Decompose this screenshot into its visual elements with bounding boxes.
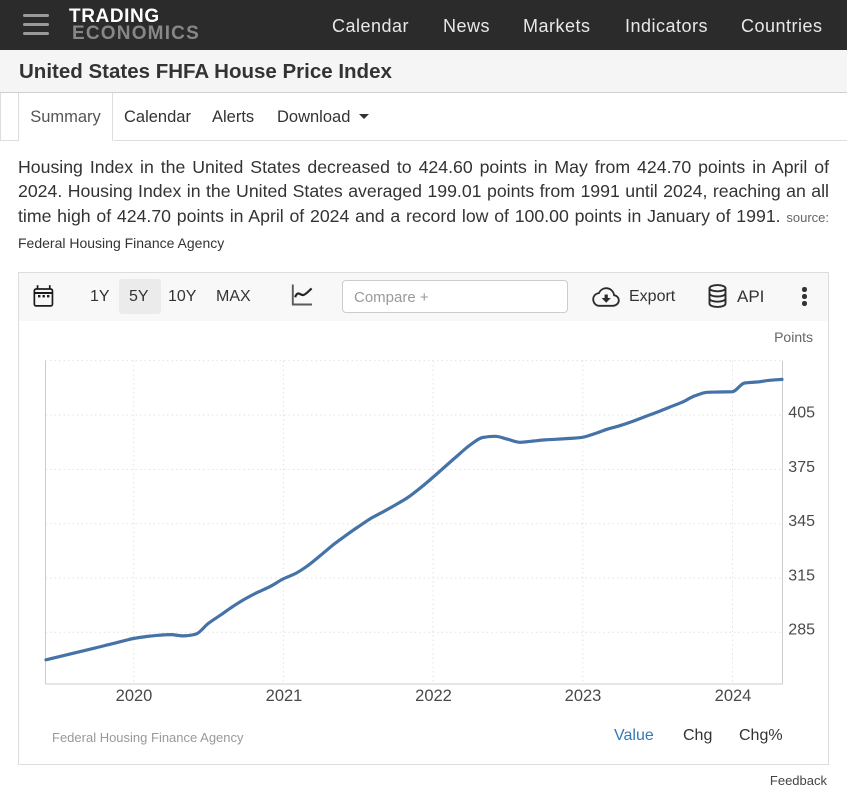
svg-text:405: 405 <box>788 405 815 422</box>
svg-text:315: 315 <box>788 568 815 585</box>
svg-text:375: 375 <box>788 459 815 476</box>
svg-text:2020: 2020 <box>116 687 153 705</box>
svg-text:2024: 2024 <box>715 687 752 705</box>
svg-text:Points: Points <box>774 329 813 345</box>
svg-text:2021: 2021 <box>266 687 303 705</box>
svg-text:2023: 2023 <box>565 687 602 705</box>
svg-text:345: 345 <box>788 513 815 530</box>
svg-text:2022: 2022 <box>415 687 452 705</box>
svg-text:285: 285 <box>788 622 815 639</box>
